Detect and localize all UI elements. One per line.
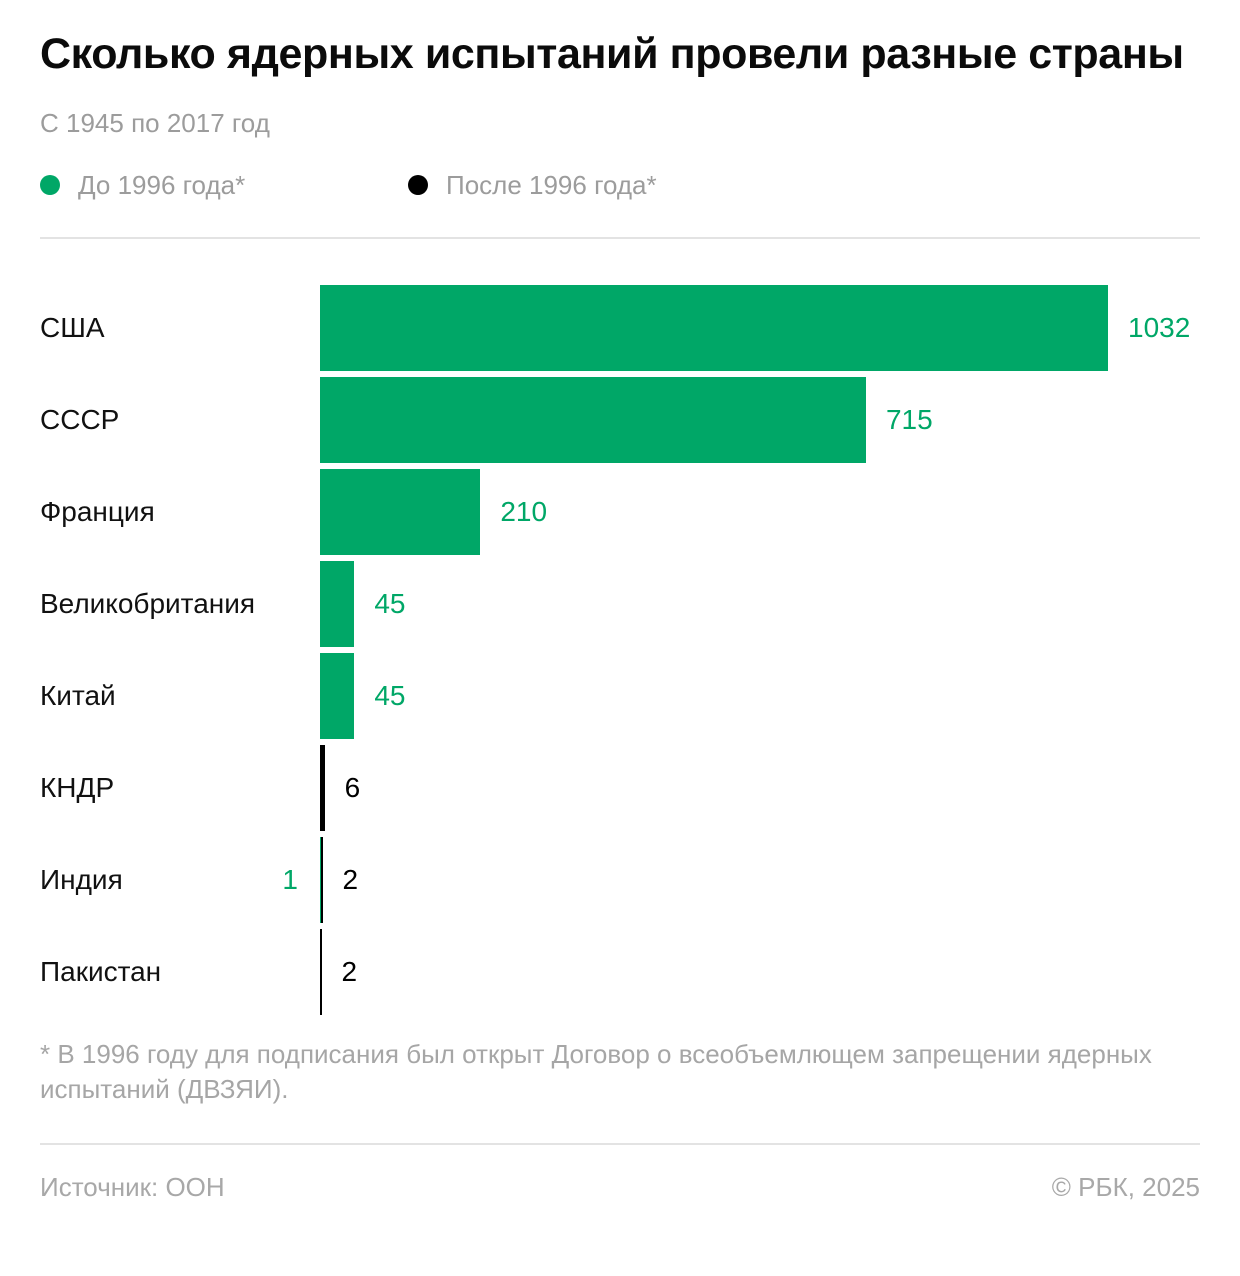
bar-row: КНДР 6 — [40, 744, 1200, 831]
bar-after-1996 — [320, 744, 325, 831]
bar-row: Франция 210 — [40, 468, 1200, 555]
chart-legend: До 1996 года* После 1996 года* — [40, 170, 1200, 201]
value-label-after-1996: 2 — [342, 863, 359, 895]
value-label-before-1996: 45 — [374, 679, 406, 711]
circle-icon — [408, 175, 428, 196]
bar-track: 715 — [320, 376, 1200, 463]
bar-row: США 1032 — [40, 284, 1200, 371]
bar-track: 1032 — [320, 284, 1200, 371]
value-label-after-1996: 6 — [344, 771, 361, 803]
value-label-before-1996: 715 — [885, 403, 933, 435]
value-label-before-1996: 45 — [374, 587, 406, 619]
bar-track: 45 — [320, 560, 1200, 647]
value-label-before-1996: 1 — [282, 863, 298, 895]
value-label-before-1996: 210 — [500, 495, 548, 527]
bar-row: Пакистан 2 — [40, 928, 1200, 1015]
bar-track: 45 — [320, 652, 1200, 739]
bar-row: Индия 1 2 — [40, 836, 1200, 923]
bar-after-1996 — [320, 928, 322, 1015]
country-label: Индия — [40, 863, 123, 895]
legend-item: После 1996 года* — [408, 170, 657, 201]
bar-before-1996 — [320, 836, 321, 923]
bar-track: 6 — [320, 744, 1200, 831]
legend-item-label: До 1996 года* — [78, 169, 246, 200]
bar-chart: США 1032 СССР 715 Франция 210 Великобритания 45… — [40, 284, 1200, 1015]
bar-after-1996 — [321, 836, 323, 923]
bar-before-1996 — [320, 284, 1108, 371]
bar-row: СССР 715 — [40, 376, 1200, 463]
value-label-before-1996: 1032 — [1128, 311, 1191, 343]
bar-row: Китай 45 — [40, 652, 1200, 739]
country-label: СССР — [40, 403, 120, 435]
bar-before-1996 — [320, 560, 355, 647]
legend-item-label: После 1996 года* — [446, 169, 657, 200]
bar-before-1996 — [320, 652, 355, 739]
footnote: * В 1996 году для подписания был открыт … — [40, 1038, 1152, 1105]
bar-track: 210 — [320, 468, 1200, 555]
source-label: Источник: ООН — [40, 1172, 225, 1203]
country-label: Китай — [40, 679, 116, 711]
legend-item: До 1996 года* — [40, 170, 408, 201]
chart-footer: Источник: ООН © РБК, 2025 — [40, 1172, 1200, 1203]
country-label: Великобритания — [40, 587, 256, 619]
page-title: Сколько ядерных испытаний провели разные… — [40, 30, 1184, 78]
copyright-label: © РБК, 2025 — [1051, 1172, 1200, 1203]
chart-subtitle: С 1945 по 2017 год — [40, 107, 270, 138]
bar-before-1996 — [320, 376, 866, 463]
value-label-after-1996: 2 — [341, 955, 358, 987]
country-label: Пакистан — [40, 955, 162, 987]
bottom-divider — [40, 1143, 1200, 1146]
country-label: США — [40, 311, 105, 343]
bar-before-1996 — [320, 468, 481, 555]
circle-icon — [40, 175, 60, 196]
country-label: Франция — [40, 495, 155, 527]
top-divider — [40, 236, 1200, 239]
country-label: КНДР — [40, 771, 115, 803]
bar-row: Великобритания 45 — [40, 560, 1200, 647]
bar-track: 2 — [320, 928, 1200, 1015]
